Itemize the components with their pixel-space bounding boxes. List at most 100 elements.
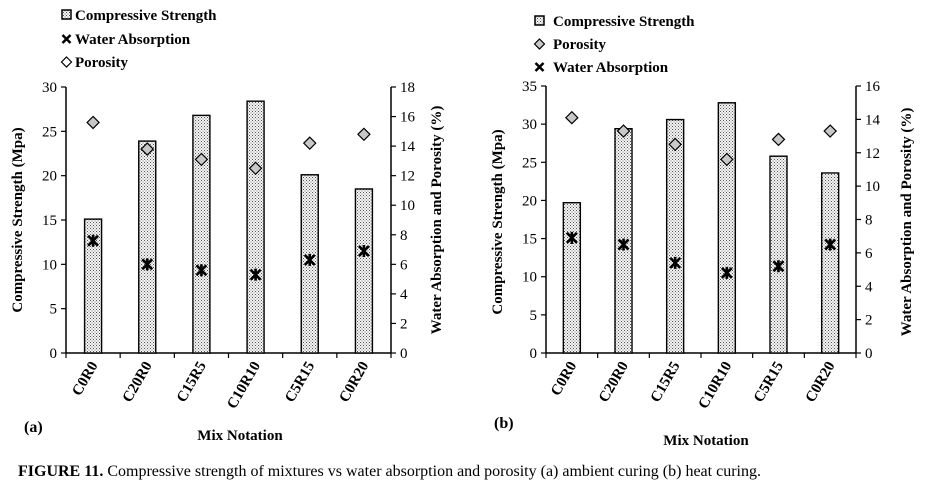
bar-b-c0r0 — [562, 202, 582, 354]
figure-caption: FIGURE 11. Compressive strength of mixtu… — [18, 463, 761, 480]
y-tick-label-b: 35 — [522, 79, 537, 95]
x-tick-label-b-c5r15: C5R15 — [751, 359, 787, 405]
bar-a-c0r20 — [354, 188, 374, 354]
y2-tick-label-a: 4 — [400, 287, 408, 303]
y2-tick-label-b: 0 — [865, 346, 873, 362]
porosity-point-b-c15r5 — [668, 137, 683, 152]
legend-porosity-swatch-b — [533, 38, 546, 50]
y2-tick-label-a: 10 — [400, 198, 415, 214]
y2-tick-label-a: 14 — [400, 139, 416, 155]
y-tick-label-b: 15 — [522, 232, 537, 248]
porosity-point-b-c10r10 — [719, 152, 734, 167]
caption-text: Compressive strength of mixtures vs wate… — [103, 463, 761, 480]
y2-axis-label-a: Water Absorption and Porosity (%) — [429, 106, 445, 335]
y-tick-label-a: 30 — [42, 80, 57, 96]
water-absorption-point-a-c0r0 — [87, 234, 100, 247]
chart-panel-b: Compressive Strength Porosity Water Abso… — [490, 14, 915, 449]
x-tick-label-a-c5r15: C5R15 — [282, 359, 318, 405]
water-absorption-point-a-c15r5 — [195, 264, 208, 277]
x-tick-label-b-c15r5: C15R5 — [648, 359, 684, 405]
water-absorption-point-b-c15r5 — [669, 256, 682, 269]
y-tick-label-b: 0 — [530, 346, 538, 362]
x-tick-label-a-c0r0: C0R0 — [69, 359, 101, 399]
y-tick-label-b: 25 — [522, 155, 537, 171]
y2-tick-label-b: 12 — [865, 146, 880, 162]
legend-a: Compressive Strength Water Absorption Po… — [60, 8, 217, 71]
porosity-point-a-c10r10 — [248, 161, 263, 176]
legend-b-item-3: Water Absorption — [553, 60, 669, 76]
porosity-point-a-c20r0 — [140, 142, 155, 156]
y2-tick-label-b: 14 — [865, 112, 881, 128]
porosity-point-b-c0r0 — [564, 110, 579, 125]
x-tick-label-a-c10r10: C10R10 — [224, 359, 264, 412]
y-tick-label-b: 30 — [522, 117, 537, 133]
water-absorption-point-b-c5r15 — [772, 260, 785, 273]
x-axis-label-a: Mix Notation — [197, 428, 283, 444]
y2-tick-label-b: 16 — [865, 79, 881, 95]
legend-b-item-2: Porosity — [553, 37, 607, 53]
legend-compressive-strength-swatch — [61, 9, 72, 20]
water-absorption-point-a-c10r10 — [249, 268, 262, 281]
y2-tick-label-b: 4 — [865, 279, 873, 295]
y2-tick-label-a: 2 — [400, 316, 408, 332]
bar-b-c10r10 — [717, 102, 737, 354]
y-tick-label-a: 25 — [42, 124, 57, 140]
y2-tick-label-b: 6 — [865, 246, 873, 262]
legend-compressive-strength-swatch-b — [534, 15, 545, 26]
water-absorption-point-b-c0r0 — [565, 231, 578, 244]
x-tick-label-a-c15r5: C15R5 — [174, 359, 210, 405]
y-tick-label-a: 5 — [50, 302, 58, 318]
legend-porosity-swatch — [60, 56, 73, 68]
water-absorption-point-b-c20r0 — [617, 238, 630, 251]
bar-b-c5r15 — [769, 155, 788, 354]
water-absorption-point-a-c5r15 — [303, 253, 316, 266]
legend-a-item-1: Compressive Strength — [75, 8, 217, 24]
x-tick-label-b-c20r0: C20R0 — [596, 359, 632, 405]
y2-tick-label-a: 12 — [400, 169, 415, 185]
water-absorption-point-a-c20r0 — [141, 258, 154, 271]
y-tick-label-b: 10 — [522, 270, 537, 286]
legend-b: Compressive Strength Porosity Water Abso… — [533, 14, 695, 76]
panel-label-a: (a) — [24, 419, 43, 436]
x-axis-label-b: Mix Notation — [663, 433, 749, 449]
y-axis-label-b: Compressive Strength (Mpa) — [490, 129, 506, 314]
porosity-point-a-c0r0 — [86, 115, 100, 130]
bar-b-c15r5 — [665, 118, 685, 354]
water-absorption-point-a-c0r20 — [357, 245, 370, 258]
legend-water-absorption-swatch — [61, 34, 72, 44]
plot-area-a: 0 5 10 15 20 25 30 0 2 4 6 8 10 12 14 16 18 C0R0 C20R0 C15R… — [42, 80, 416, 412]
porosity-point-a-c5r15 — [302, 136, 317, 151]
chart-panel-a: Compressive Strength Water Absorption Po… — [10, 8, 445, 444]
bar-a-c20r0 — [138, 140, 157, 354]
porosity-point-a-c15r5 — [194, 152, 209, 167]
y-tick-label-a: 0 — [50, 346, 58, 362]
porosity-point-b-c0r20 — [823, 124, 838, 138]
porosity-point-b-c20r0 — [616, 124, 631, 138]
water-absorption-point-b-c0r20 — [824, 238, 837, 251]
bar-a-c15r5 — [192, 114, 211, 354]
y2-axis-label-b: Water Absorption and Porosity (%) — [899, 108, 915, 337]
bar-a-c10r10 — [246, 100, 265, 354]
y2-tick-label-a: 18 — [400, 80, 415, 96]
y2-tick-label-a: 16 — [400, 110, 416, 126]
y-tick-label-a: 10 — [42, 257, 57, 273]
y-tick-label-a: 20 — [42, 169, 57, 185]
legend-a-item-3: Porosity — [75, 55, 129, 71]
caption-label: FIGURE 11. — [18, 463, 103, 480]
y2-tick-label-b: 8 — [865, 213, 873, 229]
bar-a-c0r0 — [83, 218, 103, 354]
water-absorption-point-b-c10r10 — [720, 266, 733, 279]
porosity-point-b-c5r15 — [771, 132, 786, 147]
y-tick-label-b: 5 — [530, 308, 538, 324]
porosity-point-a-c0r20 — [357, 127, 371, 142]
legend-b-item-1: Compressive Strength — [553, 14, 695, 30]
plot-area-b: 0 5 10 15 20 25 30 35 0 2 4 6 8 10 12 14 16 C0R0 C20R0 C15R… — [522, 79, 881, 412]
panel-label-b: (b) — [494, 415, 514, 432]
y2-tick-label-b: 2 — [865, 313, 873, 329]
x-tick-label-b-c0r20: C0R20 — [803, 359, 839, 405]
y-axis-label-a: Compressive Strength (Mpa) — [10, 127, 26, 312]
y2-tick-label-a: 0 — [400, 346, 408, 362]
y2-tick-label-a: 8 — [400, 228, 408, 244]
bar-b-c0r20 — [820, 172, 840, 354]
